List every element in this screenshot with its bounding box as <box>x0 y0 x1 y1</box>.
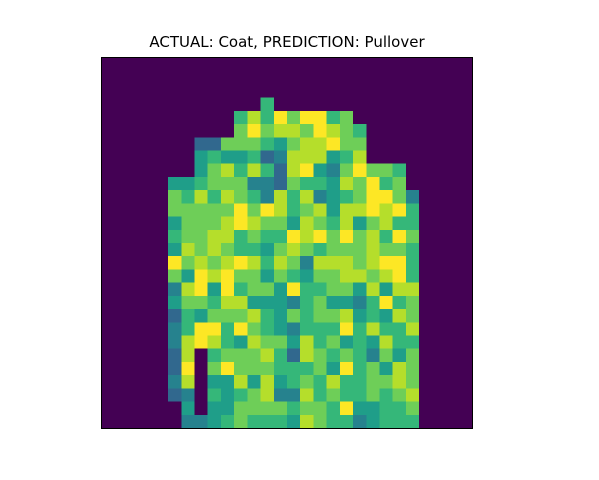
plot-title: ACTUAL: Coat, PREDICTION: Pullover <box>149 33 425 51</box>
heatmap-image <box>102 58 472 428</box>
image-plot <box>101 57 473 429</box>
